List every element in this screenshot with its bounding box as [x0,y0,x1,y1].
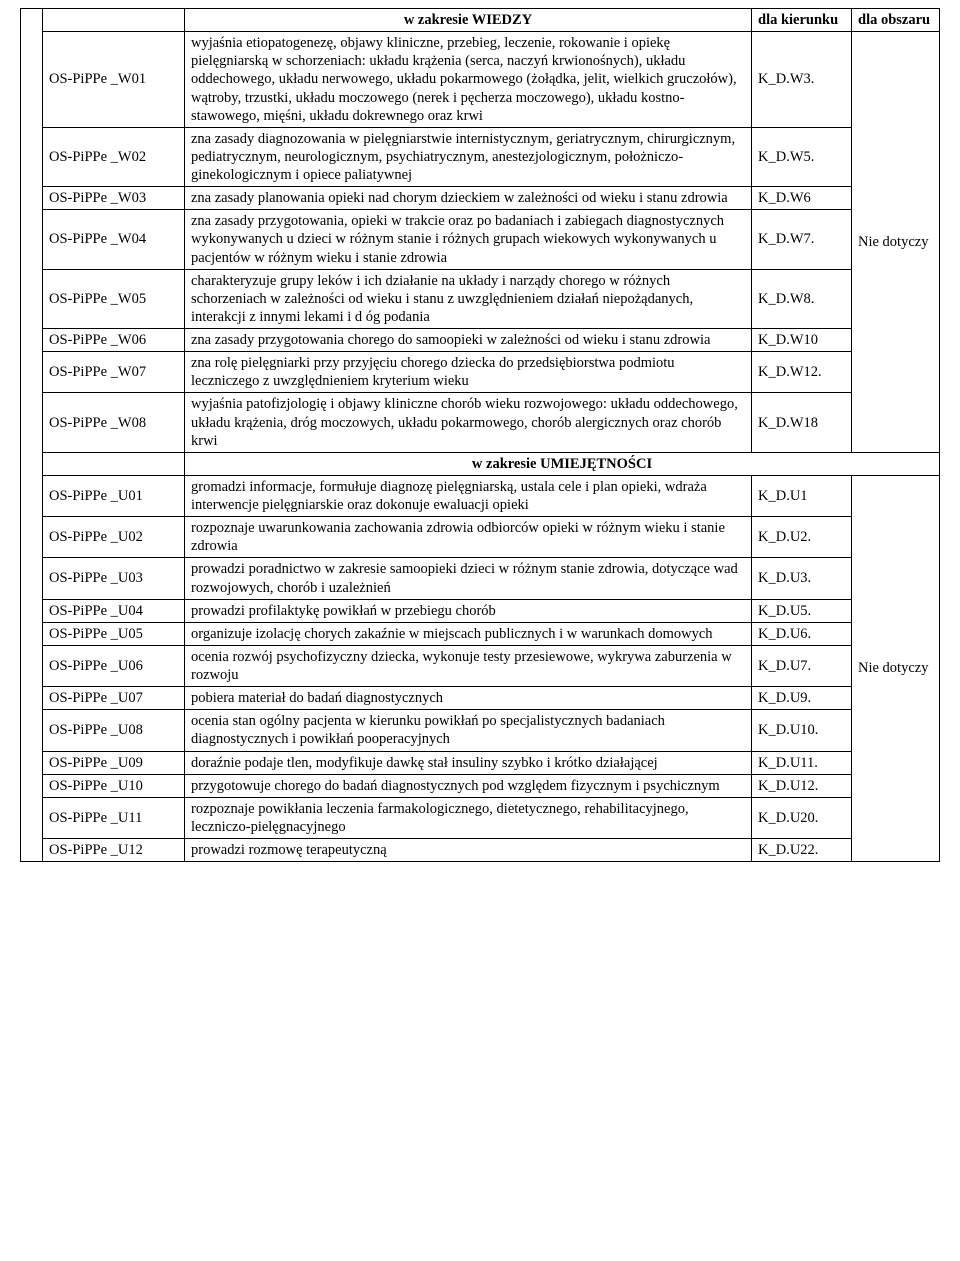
row-kd: K_D.W12. [752,352,852,393]
row-code: OS-PiPPe _W04 [43,210,185,269]
row-kd: K_D.U10. [752,710,852,751]
header-dla-obszaru: dla obszaru [852,9,940,32]
row-desc: zna zasady przygotowania chorego do samo… [185,329,752,352]
row-kd: K_D.W7. [752,210,852,269]
row-desc: zna zasady przygotowania, opieki w trakc… [185,210,752,269]
row-code: OS-PiPPe _U07 [43,687,185,710]
row-kd: K_D.U22. [752,839,852,862]
section-title-wiedzy: w zakresie WIEDZY [185,9,752,32]
area-nie-dotyczy-w: Nie dotyczy [852,32,940,453]
row-kd: K_D.U5. [752,599,852,622]
row-code: OS-PiPPe _W07 [43,352,185,393]
row-code: OS-PiPPe _U09 [43,751,185,774]
row-code: OS-PiPPe _U01 [43,475,185,516]
area-nie-dotyczy-u: Nie dotyczy [852,475,940,861]
row-desc: rozpoznaje uwarunkowania zachowania zdro… [185,517,752,558]
blank-cell [43,452,185,475]
row-code: OS-PiPPe _W08 [43,393,185,452]
section-title-umiejetnosci: w zakresie UMIEJĘTNOŚCI [185,452,940,475]
row-kd: K_D.W8. [752,269,852,328]
row-kd: K_D.U1 [752,475,852,516]
row-desc: prowadzi poradnictwo w zakresie samoopie… [185,558,752,599]
row-kd: K_D.U9. [752,687,852,710]
row-kd: K_D.U2. [752,517,852,558]
row-code: OS-PiPPe _U06 [43,645,185,686]
row-desc: organizuje izolację chorych zakaźnie w m… [185,622,752,645]
row-code: OS-PiPPe _U02 [43,517,185,558]
row-code: OS-PiPPe _W03 [43,187,185,210]
syllabus-table: w zakresie WIEDZYdla kierunkudla obszaru… [20,8,940,862]
row-desc: wyjaśnia patofizjologię i objawy klinicz… [185,393,752,452]
row-kd: K_D.W3. [752,32,852,128]
row-desc: zna zasady planowania opieki nad chorym … [185,187,752,210]
row-desc: doraźnie podaje tlen, modyfikuje dawkę s… [185,751,752,774]
row-kd: K_D.W5. [752,127,852,186]
row-desc: rozpoznaje powikłania leczenia farmakolo… [185,797,752,838]
row-code: OS-PiPPe _U08 [43,710,185,751]
row-kd: K_D.U20. [752,797,852,838]
row-code: OS-PiPPe _W06 [43,329,185,352]
row-code: OS-PiPPe _U03 [43,558,185,599]
header-dla-kierunku: dla kierunku [752,9,852,32]
row-kd: K_D.U12. [752,774,852,797]
row-code: OS-PiPPe _W05 [43,269,185,328]
row-desc: przygotowuje chorego do badań diagnostyc… [185,774,752,797]
row-code: OS-PiPPe _W01 [43,32,185,128]
row-desc: charakteryzuje grupy leków i ich działan… [185,269,752,328]
row-desc: zna rolę pielęgniarki przy przyjęciu cho… [185,352,752,393]
row-code: OS-PiPPe _W02 [43,127,185,186]
row-desc: pobiera materiał do badań diagnostycznyc… [185,687,752,710]
row-code: OS-PiPPe _U04 [43,599,185,622]
row-desc: gromadzi informacje, formułuje diagnozę … [185,475,752,516]
row-code: OS-PiPPe _U05 [43,622,185,645]
row-desc: ocenia stan ogólny pacjenta w kierunku p… [185,710,752,751]
row-desc: prowadzi profilaktykę powikłań w przebie… [185,599,752,622]
left-margin [21,9,43,862]
row-kd: K_D.U7. [752,645,852,686]
row-kd: K_D.U11. [752,751,852,774]
row-kd: K_D.W10 [752,329,852,352]
row-desc: wyjaśnia etiopatogenezę, objawy kliniczn… [185,32,752,128]
row-code: OS-PiPPe _U12 [43,839,185,862]
row-kd: K_D.W18 [752,393,852,452]
row-desc: prowadzi rozmowę terapeutyczną [185,839,752,862]
row-kd: K_D.U3. [752,558,852,599]
blank-cell [43,9,185,32]
row-code: OS-PiPPe _U10 [43,774,185,797]
row-desc: ocenia rozwój psychofizyczny dziecka, wy… [185,645,752,686]
row-code: OS-PiPPe _U11 [43,797,185,838]
row-kd: K_D.W6 [752,187,852,210]
row-desc: zna zasady diagnozowania w pielęgniarstw… [185,127,752,186]
row-kd: K_D.U6. [752,622,852,645]
